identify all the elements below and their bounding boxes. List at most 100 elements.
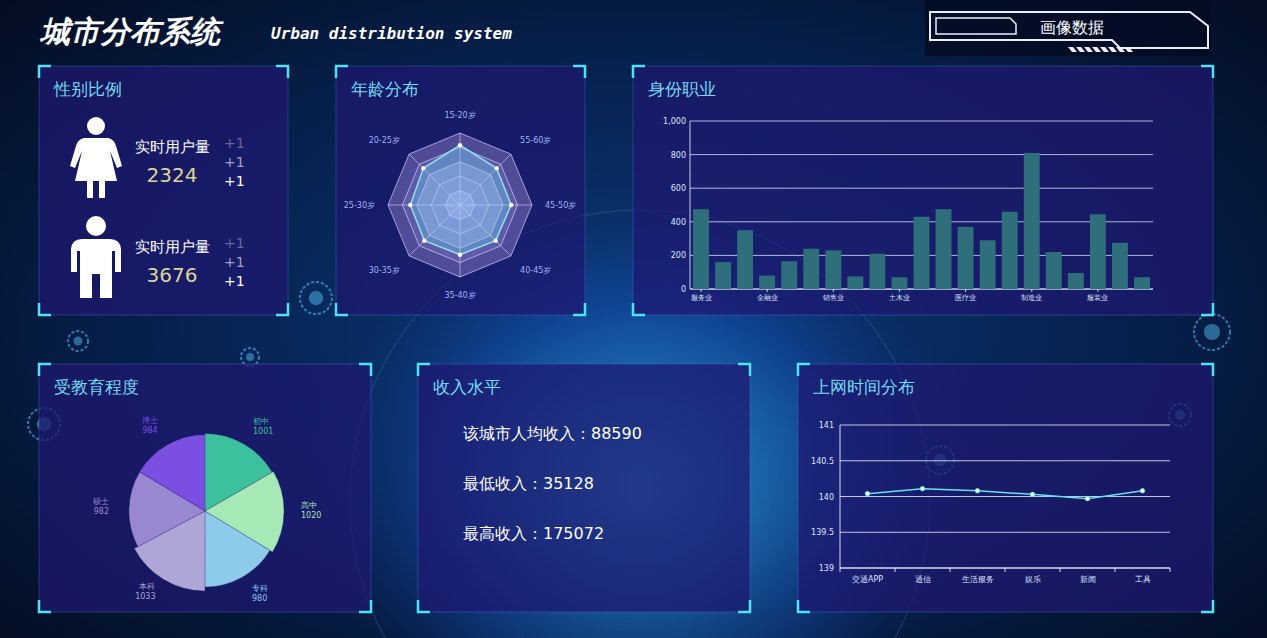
panel [418, 364, 750, 612]
panel-corner [1201, 66, 1213, 78]
panel-corner [633, 66, 645, 78]
bar [1134, 277, 1150, 289]
page-subtitle: Urban distribution system [271, 24, 512, 43]
y-tick-label: 140 [819, 493, 834, 502]
grid-line [840, 496, 1170, 497]
slice-label: 初中1001 [253, 417, 273, 436]
panel-corner [39, 600, 51, 612]
line-group [865, 486, 1144, 500]
deco-ring [1194, 314, 1230, 350]
badge-stripe [1068, 47, 1077, 52]
x-tick [701, 289, 702, 292]
panel-corner [418, 600, 430, 612]
slice-value: 1020 [301, 511, 321, 520]
increment: +1 [224, 254, 245, 270]
x-tick-label: 通信 [915, 575, 931, 584]
user-count: 3676 [147, 263, 198, 287]
bar [847, 276, 863, 289]
x-tick-label: 工具 [1135, 575, 1151, 584]
radar-label: 40-45岁 [520, 266, 551, 275]
x-tick [833, 289, 834, 292]
slice-label: 博士984 [142, 416, 158, 435]
panel-title: 上网时间分布 [813, 377, 915, 397]
person-body [70, 138, 122, 198]
panel [39, 364, 371, 612]
radar-point [458, 252, 462, 256]
y-tick-label: 0 [681, 285, 686, 294]
increment: +1 [224, 273, 245, 289]
radar-point [422, 238, 426, 242]
bar [1068, 273, 1084, 289]
x-tick [840, 568, 841, 572]
slice-name: 博士 [142, 416, 158, 425]
y-tick-label: 200 [671, 251, 686, 260]
bar [759, 276, 775, 289]
x-tick-label: 销售业 [822, 294, 844, 302]
radar-label: 55-60岁 [520, 136, 551, 145]
x-tick [767, 289, 768, 292]
income-label: 该城市人均收入： [463, 424, 591, 443]
bar [1112, 243, 1128, 289]
badge-stripe [1100, 47, 1109, 52]
bar [693, 209, 709, 289]
stage: 城市分布系统Urban distribution system画像数据性别比例年… [0, 0, 1267, 638]
y-tick-label: 139.5 [811, 528, 834, 537]
panel [798, 364, 1213, 612]
deco-ring [241, 348, 259, 366]
line-marker [920, 486, 924, 490]
radar-ring [388, 133, 532, 277]
slice [140, 435, 205, 511]
panel [633, 66, 1213, 315]
badge-frame [930, 12, 1208, 48]
badge-stripe [1116, 47, 1125, 52]
radar-label: 15-20岁 [444, 111, 475, 120]
badge-stripe [1092, 47, 1101, 52]
y-tick-label: 600 [671, 184, 686, 193]
radar-point [493, 238, 497, 242]
radar-point [509, 203, 513, 207]
x-tick [950, 568, 951, 572]
panel-corner [276, 66, 288, 78]
y-axis [840, 425, 841, 568]
bar [980, 240, 996, 289]
x-tick [1170, 568, 1171, 572]
radar-label: 30-35岁 [369, 266, 400, 275]
person-head [87, 117, 105, 135]
bar [1024, 153, 1040, 289]
increment: +1 [224, 135, 245, 151]
slice [205, 511, 270, 587]
radar-point [408, 203, 412, 207]
x-tick-label: 金融业 [757, 294, 778, 302]
panel-corner [276, 303, 288, 315]
x-tick [1115, 568, 1116, 572]
grid-line [690, 154, 1153, 155]
income-label: 最低收入： [463, 474, 543, 493]
line-marker [975, 489, 979, 493]
person-body [71, 239, 121, 298]
increment: +1 [224, 154, 245, 170]
bar [781, 261, 797, 289]
x-tick-label: 娱乐 [1025, 575, 1041, 584]
bar [1090, 214, 1106, 289]
income-row: 该城市人均收入：88590 [463, 424, 642, 443]
bar [1046, 252, 1062, 289]
radar-point [458, 143, 462, 147]
y-axis [690, 121, 691, 289]
y-tick-label: 800 [671, 151, 686, 160]
panel-corner [336, 66, 348, 78]
slice-label: 硕士982 [92, 497, 109, 516]
badge-stripe [1108, 47, 1117, 52]
panel-corner [573, 303, 585, 315]
deco-dot [1204, 324, 1220, 340]
x-tick-label: 生活服务 [962, 575, 994, 584]
x-tick [899, 289, 900, 292]
income-value: 35128 [543, 474, 594, 493]
x-tick-label: 医疗业 [955, 294, 976, 302]
slice-name: 高中 [301, 501, 317, 510]
panel-corner [39, 303, 51, 315]
grid-line [840, 532, 1170, 533]
bar [715, 262, 731, 289]
slice-label: 本科1033 [135, 582, 155, 601]
x-tick [1060, 568, 1061, 572]
deco-dot [246, 353, 254, 361]
